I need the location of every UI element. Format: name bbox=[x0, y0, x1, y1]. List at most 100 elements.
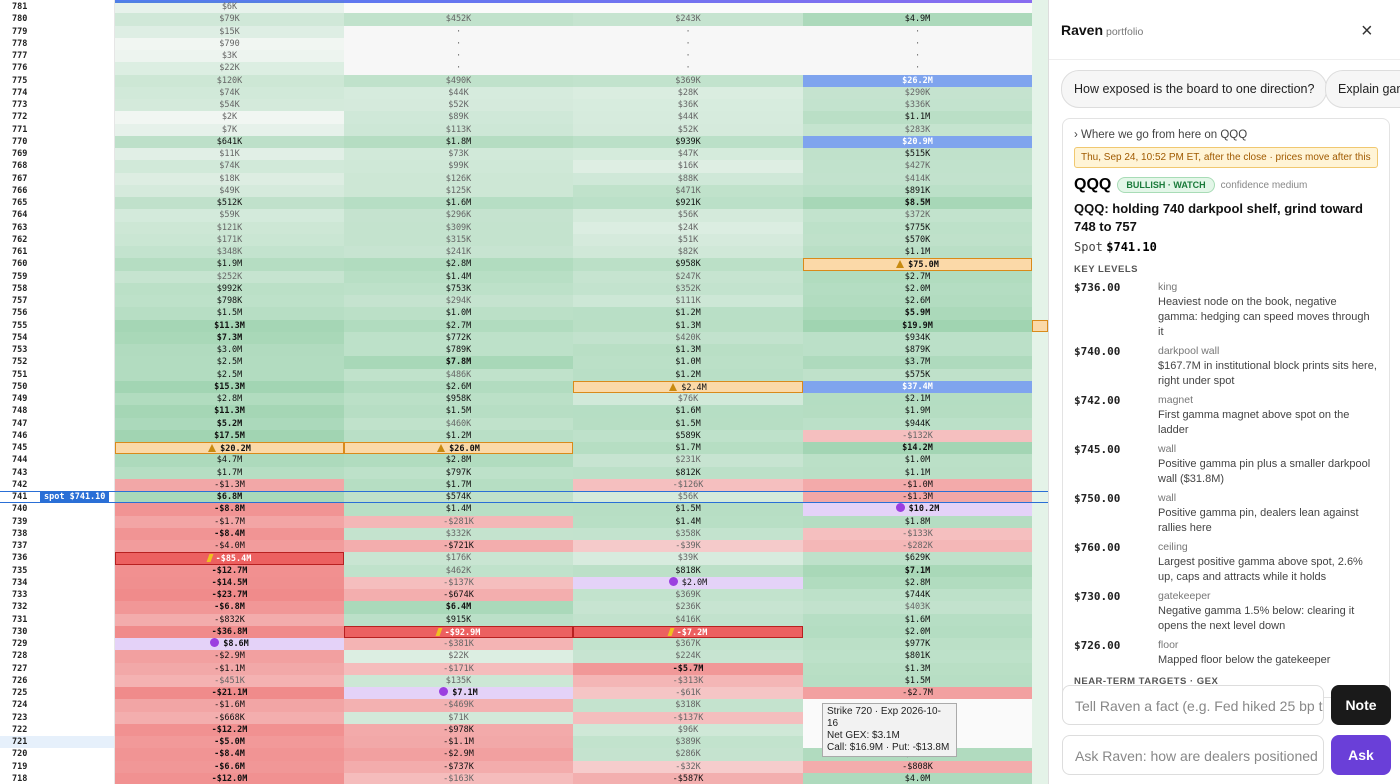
strike-label: 723 bbox=[12, 712, 28, 723]
grid-cell: $1.3M bbox=[573, 319, 803, 332]
cell-value: -$721K bbox=[443, 541, 474, 551]
cell-value: $515K bbox=[904, 149, 931, 159]
grid-cell: $369K bbox=[573, 589, 803, 602]
grid-cell: $15.3M bbox=[115, 380, 344, 393]
strike-label: 778 bbox=[12, 38, 28, 49]
grid-cell: $56K bbox=[573, 209, 803, 222]
strike-label: 722 bbox=[12, 724, 28, 735]
cell-value: $1.5M bbox=[445, 406, 472, 417]
grid-cell: -$5.0M bbox=[115, 736, 344, 749]
grid-cell: $52K bbox=[344, 99, 573, 112]
grid-cell: -$2.9M bbox=[115, 650, 344, 663]
cell-value: -$313K bbox=[672, 675, 704, 686]
ask-input[interactable]: Ask Raven: how are dealers positioned bbox=[1062, 735, 1324, 775]
cell-value: $51K bbox=[677, 234, 699, 245]
level-kind: magnet bbox=[1158, 394, 1194, 406]
grid-cell: $372K bbox=[803, 209, 1032, 222]
cell-value: $1.2M bbox=[675, 369, 701, 380]
grid-cell: $47K bbox=[573, 148, 803, 161]
panel-subtitle: portfolio bbox=[1106, 26, 1144, 38]
cell-value: $369K bbox=[675, 75, 701, 86]
cell-value: $290K bbox=[904, 87, 931, 98]
grid-cell: $89K bbox=[344, 111, 573, 124]
strike-label: 768 bbox=[12, 161, 28, 172]
strike-label: 764 bbox=[12, 210, 28, 221]
note-button[interactable]: Note bbox=[1331, 685, 1391, 725]
strike-label: 743 bbox=[12, 467, 28, 478]
cell-value: -$2.9M bbox=[214, 651, 245, 662]
grid-cell: -$6.8M bbox=[115, 601, 344, 614]
grid-cell: $1.9M bbox=[115, 258, 344, 271]
grid-cell: $801K bbox=[803, 650, 1032, 663]
card-toggle[interactable]: › Where we go from here on QQQ bbox=[1074, 129, 1248, 141]
cell-value: $73K bbox=[448, 149, 469, 159]
cell-value: · bbox=[455, 63, 462, 74]
cell-value: $1.5M bbox=[216, 308, 243, 319]
grid-cell: $11.3M bbox=[115, 405, 344, 418]
grid-cell: $7.1M bbox=[344, 687, 573, 700]
confidence: confidence medium bbox=[1220, 179, 1308, 191]
level-text: Positive gamma pin, dealers lean against… bbox=[1158, 507, 1359, 534]
ask-button[interactable]: Ask bbox=[1331, 735, 1391, 775]
level-row: $745.00 wall Positive gamma pin plus a sma… bbox=[1074, 443, 1378, 487]
grid-cell: $414K bbox=[803, 172, 1032, 185]
cell-value: $71K bbox=[448, 712, 469, 723]
cell-value: $99K bbox=[448, 161, 469, 172]
cell-value: $11K bbox=[219, 149, 240, 159]
cell-value: $891K bbox=[904, 185, 931, 196]
strike-label: 771 bbox=[12, 124, 28, 135]
tooltip-line: Net GEX: $3.1M bbox=[827, 730, 900, 741]
grid-cell: $1.0M bbox=[573, 356, 803, 369]
suggestion-chip[interactable]: Explain gamma bbox=[1325, 70, 1400, 108]
grid-cell: $348K bbox=[115, 246, 344, 259]
cell-value: -$133K bbox=[902, 528, 933, 539]
cell-value: $921K bbox=[675, 198, 701, 208]
grid-cell: $369K bbox=[573, 74, 803, 87]
suggestion-chip[interactable]: How exposed is the board to one directio… bbox=[1061, 70, 1328, 108]
cell-value: $403K bbox=[904, 602, 931, 613]
grid-cell: $1.5M bbox=[573, 503, 803, 516]
grid-cell: -$36.8M bbox=[115, 625, 344, 638]
cell-value: -$381K bbox=[443, 639, 474, 649]
fact-input[interactable]: Tell Raven a fact (e.g. Fed hiked 25 bp … bbox=[1062, 685, 1324, 725]
cell-value: $286K bbox=[675, 749, 701, 760]
grid-cell: $2.4M bbox=[573, 380, 803, 393]
grid-cell: $575K bbox=[803, 368, 1032, 381]
strike-label: 737 bbox=[12, 541, 28, 551]
cell-value: $36K bbox=[677, 100, 699, 110]
cell-value: $241K bbox=[445, 247, 472, 257]
cell-value: $236K bbox=[675, 602, 701, 613]
level-row: $736.00 king Heaviest node on the book, ne… bbox=[1074, 281, 1378, 340]
cell-value: $1.4M bbox=[445, 271, 472, 282]
cell-value: $79K bbox=[219, 14, 240, 25]
headline: QQQ: holding 740 darkpool shelf, grind t… bbox=[1074, 201, 1363, 234]
grid-cell: -$126K bbox=[573, 478, 803, 491]
grid-cell: $120K bbox=[115, 74, 344, 87]
cell-value: · bbox=[914, 38, 921, 49]
cell-value: · bbox=[685, 38, 691, 49]
cell-value: -$808K bbox=[902, 761, 933, 772]
cell-value: $352K bbox=[675, 283, 701, 294]
grid-cell: -$132K bbox=[803, 429, 1032, 442]
grid-cell: $389K bbox=[573, 736, 803, 749]
cell-value: $369K bbox=[675, 590, 701, 600]
cell-value: -$587K bbox=[672, 773, 704, 784]
warn-icon bbox=[208, 444, 217, 452]
cell-value: $37.4M bbox=[902, 381, 933, 392]
section-heading: NEAR-TERM TARGETS · GEX bbox=[1074, 676, 1219, 687]
close-button[interactable]: × bbox=[1361, 20, 1373, 42]
grid-cell: $126K bbox=[344, 172, 573, 185]
grid-cell: $24K bbox=[573, 221, 803, 234]
strike-label: 773 bbox=[12, 100, 28, 110]
grid-cell: -$674K bbox=[344, 589, 573, 602]
grid-cell: $2.5M bbox=[115, 356, 344, 369]
grid-cell: $73K bbox=[344, 148, 573, 161]
cell-value: $15K bbox=[219, 26, 240, 37]
grid-cell: $10.2M bbox=[803, 503, 1032, 516]
cell-value: $1.5M bbox=[675, 418, 701, 429]
level-text: First gamma magnet above spot on the lad… bbox=[1158, 409, 1350, 436]
grid-cell: $1.8M bbox=[344, 135, 573, 148]
grid-cell: $939K bbox=[573, 135, 803, 148]
level-detail: ceiling Largest positive gamma above spot… bbox=[1158, 541, 1378, 585]
cell-value: $414K bbox=[904, 173, 931, 184]
